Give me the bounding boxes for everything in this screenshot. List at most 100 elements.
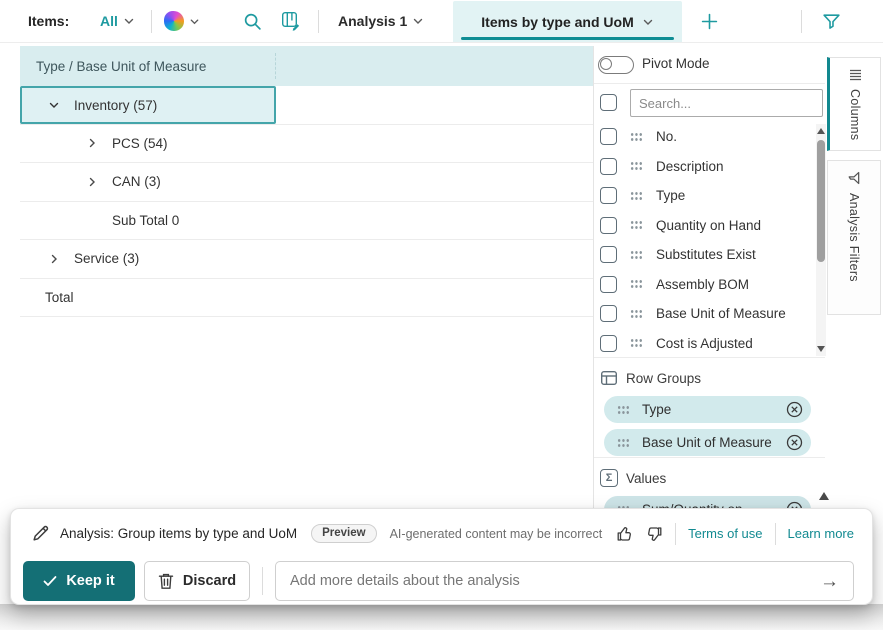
copilot-prompt-input[interactable] [276, 562, 806, 600]
row-group-pill-base-unit-of-measure[interactable]: Base Unit of Measure [604, 429, 811, 456]
row-label: PCS (54) [112, 135, 168, 151]
toolbar-divider [801, 10, 802, 33]
tab-items-by-type-and-uom[interactable]: Items by type and UoM [453, 1, 682, 42]
column-item-label: Quantity on Hand [656, 217, 762, 233]
drag-grip-icon[interactable] [617, 437, 630, 448]
tab-analysis-1[interactable]: Analysis 1 [338, 0, 424, 42]
checkbox[interactable] [600, 305, 617, 323]
row-group-pill-type[interactable]: Type [604, 396, 811, 423]
plus-icon[interactable] [701, 13, 718, 30]
learn-more-link[interactable]: Learn more [787, 526, 854, 541]
column-item-assembly-bom[interactable]: Assembly BOM [594, 270, 825, 300]
drag-grip-icon[interactable] [630, 308, 643, 319]
chevron-down-icon[interactable] [189, 16, 200, 27]
scroll-up-arrow[interactable] [817, 128, 825, 134]
items-filter-dropdown[interactable]: All [100, 0, 135, 42]
checkbox[interactable] [600, 157, 617, 175]
tab-analysis-filters-label[interactable]: Analysis Filters [847, 193, 861, 282]
grid-row-can[interactable]: CAN (3) [20, 163, 593, 202]
grid-row-sub-total[interactable]: Sub Total 0 [20, 202, 593, 240]
row-groups-section: Row Groups Type Base Unit of Measure [594, 358, 825, 458]
drag-grip-icon[interactable] [630, 220, 643, 231]
pivot-mode-toggle[interactable] [598, 56, 634, 74]
grid-column-header[interactable]: Type / Base Unit of Measure [20, 46, 593, 86]
tab-analysis-1-label[interactable]: Analysis 1 [338, 13, 408, 29]
column-item-description[interactable]: Description [594, 152, 825, 182]
scrollbar-thumb[interactable] [817, 140, 825, 262]
checkbox[interactable] [600, 216, 617, 234]
selected-cell[interactable]: Inventory (57) [20, 86, 276, 124]
checkbox[interactable] [600, 246, 617, 264]
drag-grip-icon[interactable] [630, 249, 643, 260]
ai-disclaimer: AI-generated content may be incorrect [389, 526, 603, 541]
columns-icon [849, 68, 862, 81]
terms-of-use-link[interactable]: Terms of use [688, 526, 763, 541]
pencil-icon [31, 524, 50, 543]
column-item-cost-is-adjusted[interactable]: Cost is Adjusted [594, 329, 825, 359]
checkbox[interactable] [600, 187, 617, 205]
discard-button[interactable]: Discard [144, 561, 250, 601]
column-item-label: Type [656, 188, 686, 204]
drag-grip-icon[interactable] [630, 131, 643, 142]
remove-icon[interactable] [786, 401, 803, 418]
thumbs-up-icon[interactable] [616, 525, 634, 543]
funnel-icon[interactable] [822, 12, 841, 31]
drag-grip-icon[interactable] [630, 279, 643, 290]
grid-row-total[interactable]: Total [20, 279, 593, 317]
column-item-type[interactable]: Type [594, 181, 825, 211]
drag-grip-icon[interactable] [617, 404, 630, 415]
column-item-label: Assembly BOM [656, 276, 750, 292]
drag-grip-icon[interactable] [630, 190, 643, 201]
side-tab-strip: Columns Analysis Filters [827, 57, 881, 315]
items-filter-value[interactable]: All [100, 13, 118, 29]
filter-button[interactable] [822, 0, 841, 42]
feedback-buttons [616, 525, 663, 543]
drag-grip-icon[interactable] [630, 161, 643, 172]
analysis-grid-icon[interactable] [281, 11, 301, 31]
keep-it-button[interactable]: Keep it [23, 561, 135, 601]
column-search-input[interactable] [630, 89, 823, 117]
search-button[interactable] [243, 0, 262, 42]
add-analysis-tab-button[interactable] [701, 0, 718, 42]
chevron-right-icon[interactable] [86, 137, 98, 149]
row-label: CAN (3) [112, 174, 161, 190]
chevron-down-icon[interactable] [642, 16, 654, 28]
select-all-checkbox[interactable] [600, 94, 617, 111]
column-item-substitutes-exist[interactable]: Substitutes Exist [594, 240, 825, 270]
column-item-no[interactable]: No. [594, 122, 825, 152]
row-groups-header: Row Groups [594, 366, 825, 390]
tab-columns-label[interactable]: Columns [848, 89, 862, 141]
column-item-quantity-on-hand[interactable]: Quantity on Hand [594, 211, 825, 241]
checkbox[interactable] [600, 334, 617, 352]
copilot-analysis-title: Analysis: Group items by type and UoM [60, 526, 298, 541]
column-item-base-unit-of-measure[interactable]: Base Unit of Measure [594, 299, 825, 329]
chevron-right-icon[interactable] [86, 176, 98, 188]
row-group-label: Type [642, 402, 672, 417]
column-list-scrollbar[interactable] [816, 124, 826, 356]
grid-row-pcs[interactable]: PCS (54) [20, 125, 593, 163]
chevron-down-icon[interactable] [48, 99, 60, 111]
column-item-label: Base Unit of Measure [656, 306, 786, 322]
grid-row-inventory[interactable]: Inventory (57) [20, 86, 593, 125]
tab-analysis-filters[interactable]: Analysis Filters [827, 160, 881, 315]
tab-items-by-type-and-uom-label[interactable]: Items by type and UoM [481, 13, 634, 30]
chevron-right-icon[interactable] [48, 253, 60, 265]
checkbox[interactable] [600, 275, 617, 293]
preview-badge: Preview [311, 524, 377, 543]
copilot-action-row: Keep it Discard → [23, 560, 854, 602]
values-scroll-up-arrow[interactable] [819, 492, 829, 500]
checkbox[interactable] [600, 128, 617, 146]
grid-row-service[interactable]: Service (3) [20, 240, 593, 279]
copilot-menu[interactable] [164, 0, 200, 42]
scroll-down-arrow[interactable] [817, 346, 825, 352]
thumbs-down-icon[interactable] [645, 525, 663, 543]
remove-icon[interactable] [786, 434, 803, 451]
tab-columns[interactable]: Columns [827, 57, 881, 151]
chevron-down-icon[interactable] [412, 15, 424, 27]
send-arrow-icon[interactable]: → [820, 570, 839, 592]
search-icon[interactable] [243, 12, 262, 31]
drag-grip-icon[interactable] [630, 338, 643, 349]
analysis-mode-button[interactable] [281, 0, 301, 42]
copilot-icon[interactable] [164, 11, 184, 31]
row-groups-title: Row Groups [626, 370, 702, 386]
